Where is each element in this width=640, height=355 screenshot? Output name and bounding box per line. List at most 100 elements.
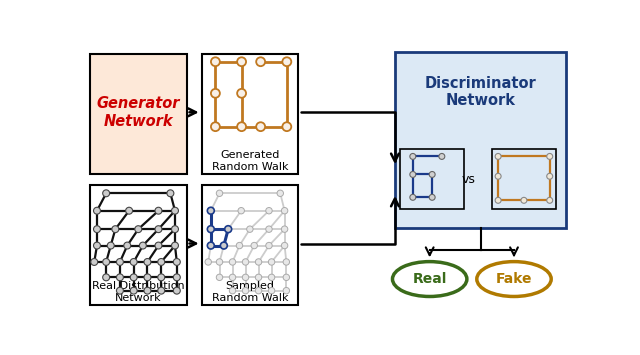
Ellipse shape — [207, 242, 214, 249]
Ellipse shape — [439, 153, 445, 159]
Ellipse shape — [392, 262, 467, 296]
Ellipse shape — [108, 242, 114, 249]
Text: Discriminator
Network: Discriminator Network — [425, 76, 537, 108]
Ellipse shape — [266, 242, 272, 249]
Ellipse shape — [410, 194, 416, 200]
Ellipse shape — [277, 190, 284, 196]
Ellipse shape — [237, 57, 246, 66]
Ellipse shape — [167, 190, 174, 197]
FancyBboxPatch shape — [492, 149, 556, 209]
Ellipse shape — [220, 242, 227, 249]
Text: Real: Real — [413, 272, 447, 286]
Ellipse shape — [93, 207, 100, 214]
Text: Fake: Fake — [496, 272, 532, 286]
Text: Generator
Network: Generator Network — [96, 96, 180, 129]
Ellipse shape — [225, 226, 232, 233]
Ellipse shape — [495, 153, 501, 159]
Ellipse shape — [283, 274, 289, 280]
Ellipse shape — [256, 57, 265, 66]
Ellipse shape — [211, 89, 220, 98]
Ellipse shape — [283, 259, 289, 265]
Ellipse shape — [91, 258, 98, 266]
Ellipse shape — [282, 242, 288, 249]
Ellipse shape — [268, 274, 275, 280]
Ellipse shape — [144, 258, 151, 266]
Ellipse shape — [116, 258, 124, 266]
Ellipse shape — [116, 274, 124, 281]
Ellipse shape — [268, 259, 275, 265]
Ellipse shape — [429, 171, 435, 178]
Ellipse shape — [238, 208, 244, 214]
Ellipse shape — [173, 258, 180, 266]
Ellipse shape — [157, 258, 164, 266]
Ellipse shape — [246, 226, 253, 233]
Ellipse shape — [173, 274, 180, 281]
Ellipse shape — [155, 242, 162, 249]
Ellipse shape — [256, 122, 265, 131]
Ellipse shape — [251, 242, 257, 249]
Ellipse shape — [112, 226, 119, 233]
Ellipse shape — [237, 122, 246, 131]
Ellipse shape — [144, 287, 151, 294]
Ellipse shape — [268, 288, 275, 294]
Ellipse shape — [410, 171, 416, 178]
Ellipse shape — [135, 226, 141, 233]
Ellipse shape — [207, 207, 214, 214]
Ellipse shape — [547, 153, 553, 159]
Ellipse shape — [124, 242, 131, 249]
Ellipse shape — [282, 122, 291, 131]
Ellipse shape — [243, 274, 249, 280]
Text: vs: vs — [461, 173, 476, 186]
Ellipse shape — [173, 287, 180, 294]
Ellipse shape — [172, 207, 179, 214]
Ellipse shape — [157, 274, 164, 281]
Text: Real Distribution
Network: Real Distribution Network — [92, 281, 184, 303]
Ellipse shape — [266, 208, 272, 214]
Ellipse shape — [255, 288, 262, 294]
Ellipse shape — [237, 89, 246, 98]
Text: Sampled
Random Walk: Sampled Random Walk — [212, 281, 289, 303]
Ellipse shape — [429, 194, 435, 200]
FancyBboxPatch shape — [90, 54, 187, 174]
Ellipse shape — [266, 226, 272, 233]
Ellipse shape — [547, 197, 553, 203]
Ellipse shape — [229, 274, 236, 280]
Ellipse shape — [207, 226, 214, 233]
Ellipse shape — [172, 242, 179, 249]
Ellipse shape — [157, 287, 164, 294]
Ellipse shape — [216, 259, 223, 265]
Ellipse shape — [93, 242, 100, 249]
Ellipse shape — [116, 287, 124, 294]
Ellipse shape — [155, 226, 162, 233]
Ellipse shape — [243, 288, 249, 294]
FancyBboxPatch shape — [395, 52, 566, 229]
Ellipse shape — [102, 258, 109, 266]
Ellipse shape — [547, 173, 553, 179]
Ellipse shape — [282, 226, 288, 233]
FancyBboxPatch shape — [400, 149, 465, 209]
Ellipse shape — [216, 274, 223, 280]
Ellipse shape — [495, 197, 501, 203]
Ellipse shape — [102, 190, 109, 197]
Ellipse shape — [282, 57, 291, 66]
Ellipse shape — [93, 226, 100, 233]
Ellipse shape — [229, 288, 236, 294]
Ellipse shape — [211, 57, 220, 66]
Ellipse shape — [255, 274, 262, 280]
Ellipse shape — [130, 274, 137, 281]
Text: Generated
Random Walk: Generated Random Walk — [212, 150, 289, 171]
Ellipse shape — [216, 190, 223, 196]
Ellipse shape — [155, 207, 162, 214]
Ellipse shape — [521, 197, 527, 203]
Ellipse shape — [172, 226, 179, 233]
Ellipse shape — [144, 274, 151, 281]
Ellipse shape — [130, 258, 137, 266]
Ellipse shape — [283, 288, 289, 294]
FancyBboxPatch shape — [202, 54, 298, 174]
Ellipse shape — [130, 287, 137, 294]
Ellipse shape — [282, 208, 288, 214]
Ellipse shape — [125, 207, 132, 214]
Ellipse shape — [243, 259, 249, 265]
Ellipse shape — [211, 122, 220, 131]
Ellipse shape — [410, 153, 416, 159]
